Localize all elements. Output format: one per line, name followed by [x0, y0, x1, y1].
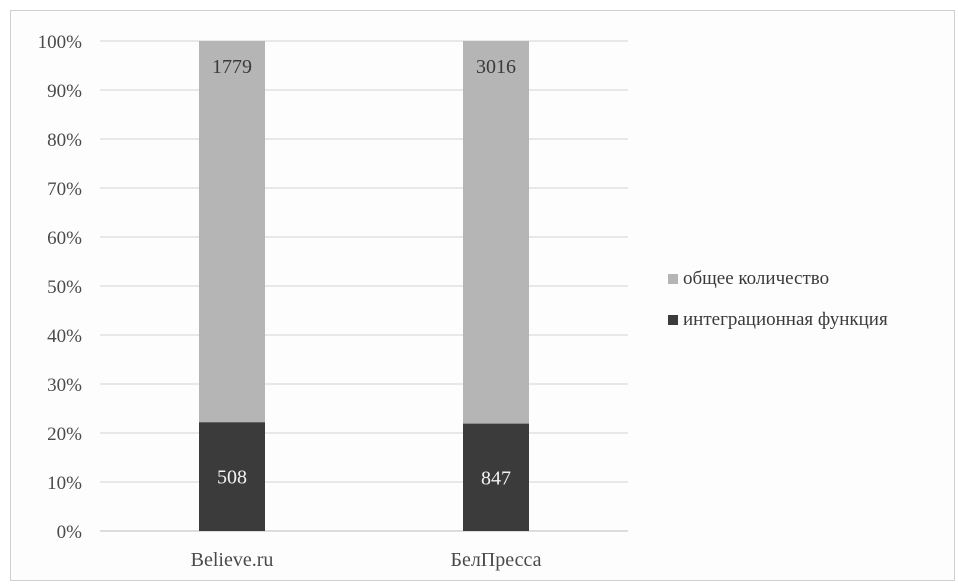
data-label: 508 — [217, 467, 247, 489]
data-label: 1779 — [212, 56, 252, 78]
y-tick-label: 0% — [57, 522, 83, 543]
bar-segment — [463, 423, 529, 531]
bar-segment — [199, 41, 265, 423]
x-category-label: Believe.ru — [191, 549, 274, 571]
y-tick-label: 70% — [47, 179, 82, 200]
legend-label: интеграционная функция — [683, 309, 888, 330]
bar-segment — [463, 41, 529, 424]
legend-swatch — [668, 274, 678, 284]
y-tick-label: 60% — [47, 228, 82, 249]
y-tick-label: 20% — [47, 424, 82, 445]
y-tick-label: 40% — [47, 326, 82, 347]
y-tick-label: 80% — [47, 130, 82, 151]
legend-label: общее количество — [683, 268, 829, 289]
x-category-label: БелПресса — [450, 549, 541, 571]
data-label: 3016 — [476, 56, 516, 78]
y-tick-label: 10% — [47, 473, 82, 494]
y-tick-label: 50% — [47, 277, 82, 298]
y-tick-label: 90% — [47, 81, 82, 102]
data-label: 847 — [481, 467, 511, 489]
bar-segment — [199, 422, 265, 531]
legend-swatch — [668, 315, 678, 325]
y-tick-label: 100% — [38, 32, 83, 53]
y-tick-label: 30% — [47, 375, 82, 396]
